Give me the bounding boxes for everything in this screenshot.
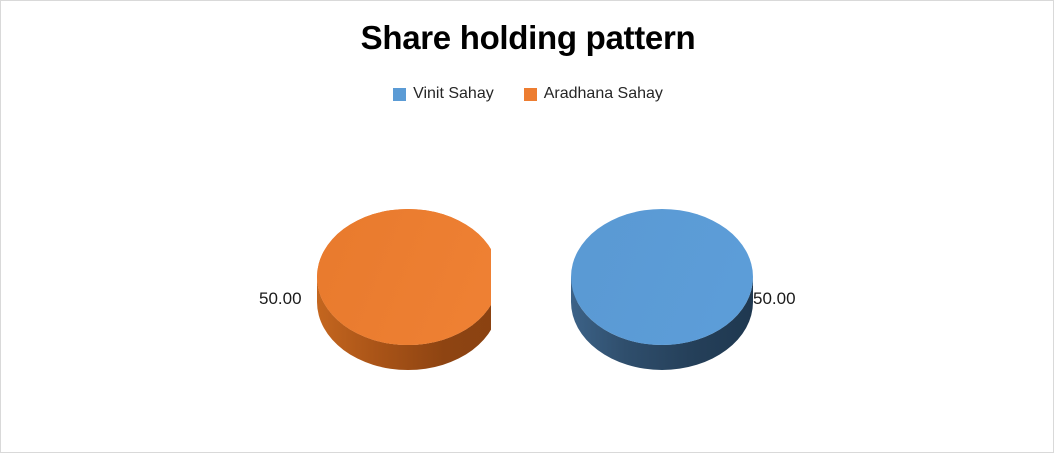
legend-swatch-icon-aradhana-sahay [523, 87, 537, 101]
pie-slice-top-disc-aradhana-sahay [317, 209, 499, 345]
chart-title: Share holding pattern [360, 19, 696, 56]
pie-slice-top-vinit-sahay [571, 209, 753, 345]
pie-slice-side-vinit-sahay [571, 277, 753, 370]
legend-item-aradhana-sahay[interactable]: Aradhana Sahay [523, 85, 663, 103]
legend-item-vinit-sahay[interactable]: Vinit Sahay [393, 85, 494, 103]
legend-label-vinit-sahay: Vinit Sahay [413, 85, 494, 102]
pie-slice-side-aradhana-sahay [317, 277, 499, 370]
legend-swatch-icon-vinit-sahay [393, 87, 407, 101]
data-label-aradhana-sahay: 50.00 [259, 289, 302, 308]
pie-slice-vinit-sahay[interactable] [491, 201, 753, 370]
data-label-vinit-sahay: 50.00 [753, 289, 796, 308]
pie-chart-graphic [317, 201, 753, 370]
plot-area: 50.00 50.00 [1, 141, 1053, 421]
pie-slice-mask-vinit-sahay [491, 201, 571, 361]
chart-legend: Vinit Sahay Aradhana Sahay [1, 85, 1053, 103]
legend-label-aradhana-sahay: Aradhana Sahay [543, 85, 663, 102]
